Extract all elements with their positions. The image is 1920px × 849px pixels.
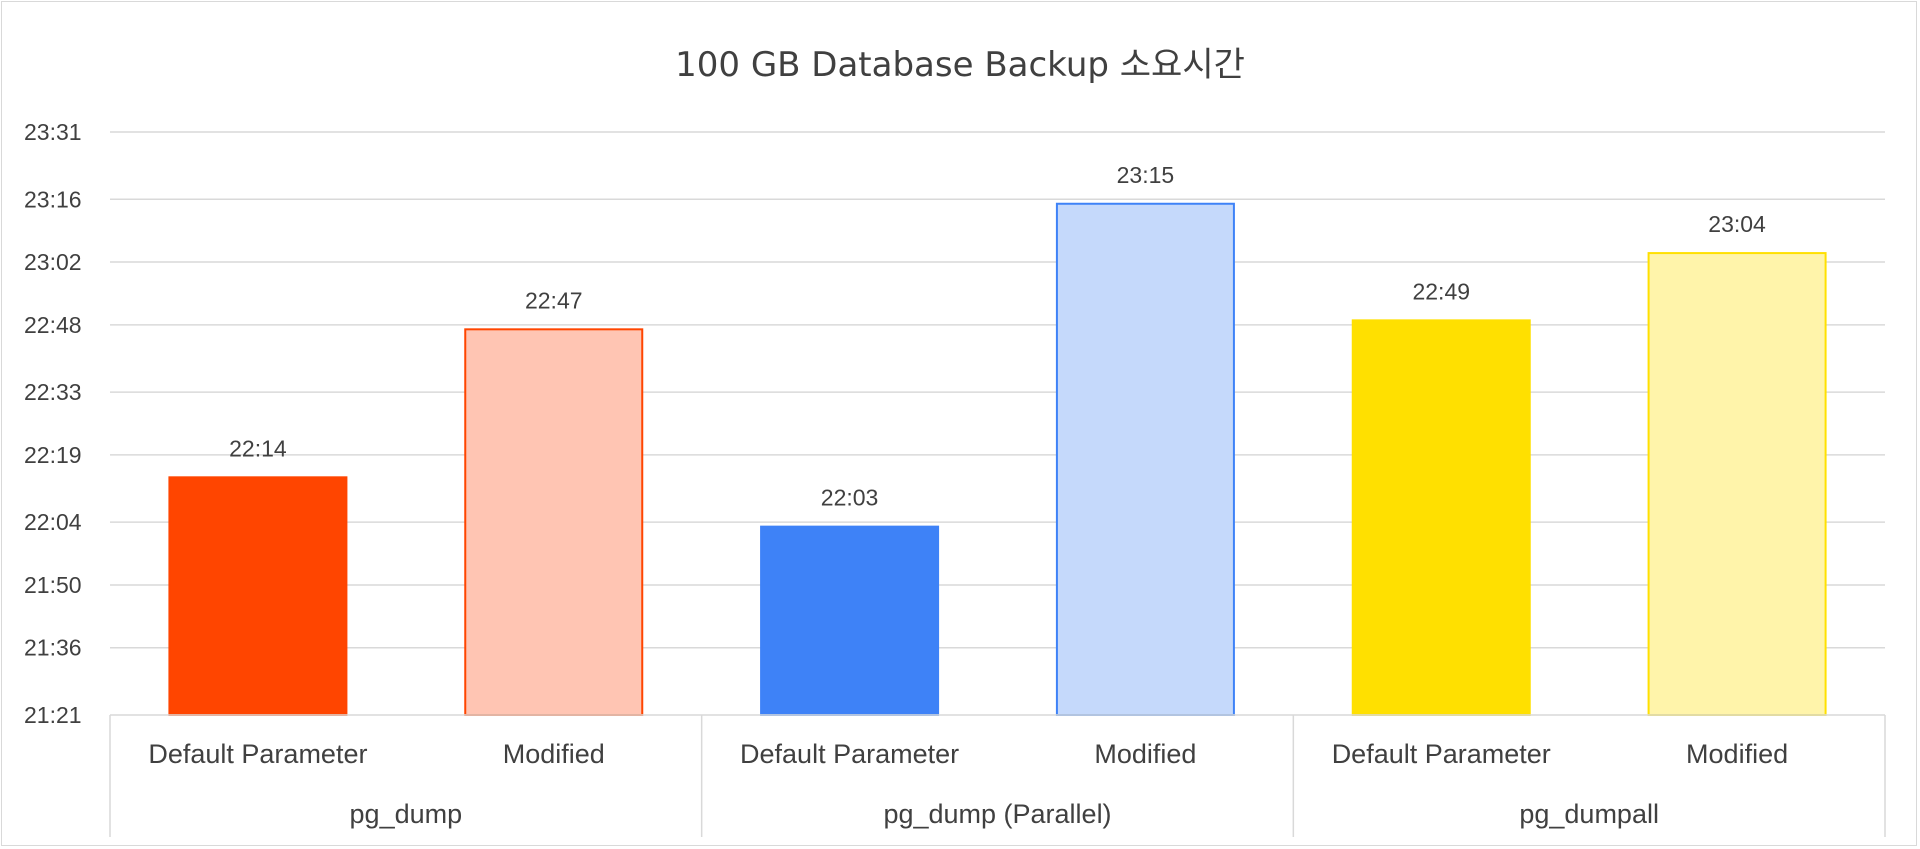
y-tick-label: 23:31 [24, 119, 82, 145]
x-group-label: pg_dump [350, 799, 463, 829]
x-category-label: Default Parameter [148, 739, 367, 769]
y-tick-label: 22:33 [24, 379, 82, 405]
x-category-label: Modified [1094, 739, 1196, 769]
data-labels: 22:14 22:47 22:03 23:15 22:49 23:04 [229, 162, 1766, 511]
x-axis: Default Parameter Modified pg_dump Default … [109, 714, 1886, 837]
bar [464, 328, 644, 716]
x-category-label: Modified [1686, 739, 1788, 769]
data-label: 23:04 [1708, 211, 1766, 237]
y-tick-label: 22:19 [24, 442, 82, 468]
bar [760, 525, 940, 717]
bar [1055, 202, 1235, 716]
y-tick-label: 21:21 [24, 702, 82, 728]
bars [168, 202, 1827, 717]
y-tick-label: 23:16 [24, 186, 82, 212]
y-tick-label: 22:04 [24, 509, 82, 535]
x-category-label: Default Parameter [740, 739, 959, 769]
bar [1351, 319, 1531, 716]
data-label: 22:47 [525, 287, 583, 313]
y-tick-label: 21:50 [24, 572, 82, 598]
x-group-label: pg_dump (Parallel) [883, 799, 1111, 829]
y-tick-label: 21:36 [24, 635, 82, 661]
gridlines [110, 131, 1885, 649]
x-category-label: Default Parameter [1332, 739, 1551, 769]
data-label: 22:49 [1412, 278, 1470, 304]
data-label: 22:14 [229, 435, 287, 461]
y-tick-label: 23:02 [24, 249, 82, 275]
y-axis-tick-labels: 21:21 21:36 21:50 22:04 22:19 22:33 22:48 23:02… [24, 119, 82, 728]
data-label: 22:03 [821, 485, 879, 511]
bar [168, 476, 348, 717]
data-label: 23:15 [1117, 162, 1175, 188]
x-category-label: Modified [503, 739, 605, 769]
x-group-label: pg_dumpall [1519, 799, 1659, 829]
y-tick-label: 22:48 [24, 312, 82, 338]
bar [1647, 252, 1827, 716]
chart-title: 100 GB Database Backup 소요시간 [675, 45, 1245, 85]
